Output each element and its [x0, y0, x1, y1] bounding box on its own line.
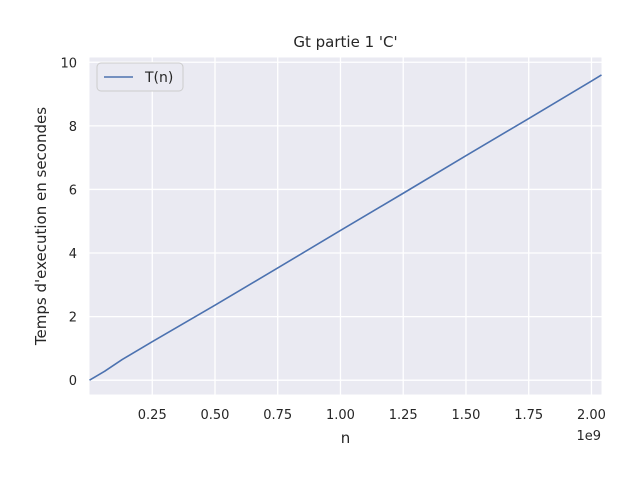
x-tick-label: 0.75: [263, 408, 292, 423]
y-tick-label: 10: [60, 56, 77, 71]
x-tick-label: 0.50: [201, 408, 230, 423]
x-tick-labels: 0.25 0.50 0.75 1.00 1.25 1.50 1.75 2.00: [138, 408, 606, 423]
x-axis-offset-label: 1e9: [576, 429, 601, 444]
x-axis-label: n: [341, 429, 351, 447]
x-tick-label: 1.00: [326, 408, 355, 423]
x-tick-label: 0.25: [138, 408, 167, 423]
plot-background: [89, 57, 602, 395]
y-tick-label: 2: [69, 311, 77, 326]
y-tick-label: 6: [69, 183, 77, 198]
x-tick-label: 2.00: [577, 408, 606, 423]
x-tick-label: 1.50: [451, 408, 480, 423]
legend-box: [96, 62, 184, 92]
legend: T(n): [96, 62, 184, 92]
x-tick-label: 1.25: [389, 408, 418, 423]
y-tick-label: 8: [69, 120, 77, 135]
series-group: [89, 74, 602, 381]
y-tick-label: 0: [69, 374, 77, 389]
chart-title: Gt partie 1 'C': [293, 33, 397, 51]
series-line: [89, 74, 602, 381]
y-tick-label: 4: [69, 247, 77, 262]
y-tick-labels: 0 2 4 6 8 10: [60, 56, 77, 389]
x-tick-label: 1.75: [514, 408, 543, 423]
y-axis-label: Temps d'execution en secondes: [32, 107, 50, 346]
legend-label: T(n): [144, 70, 173, 86]
